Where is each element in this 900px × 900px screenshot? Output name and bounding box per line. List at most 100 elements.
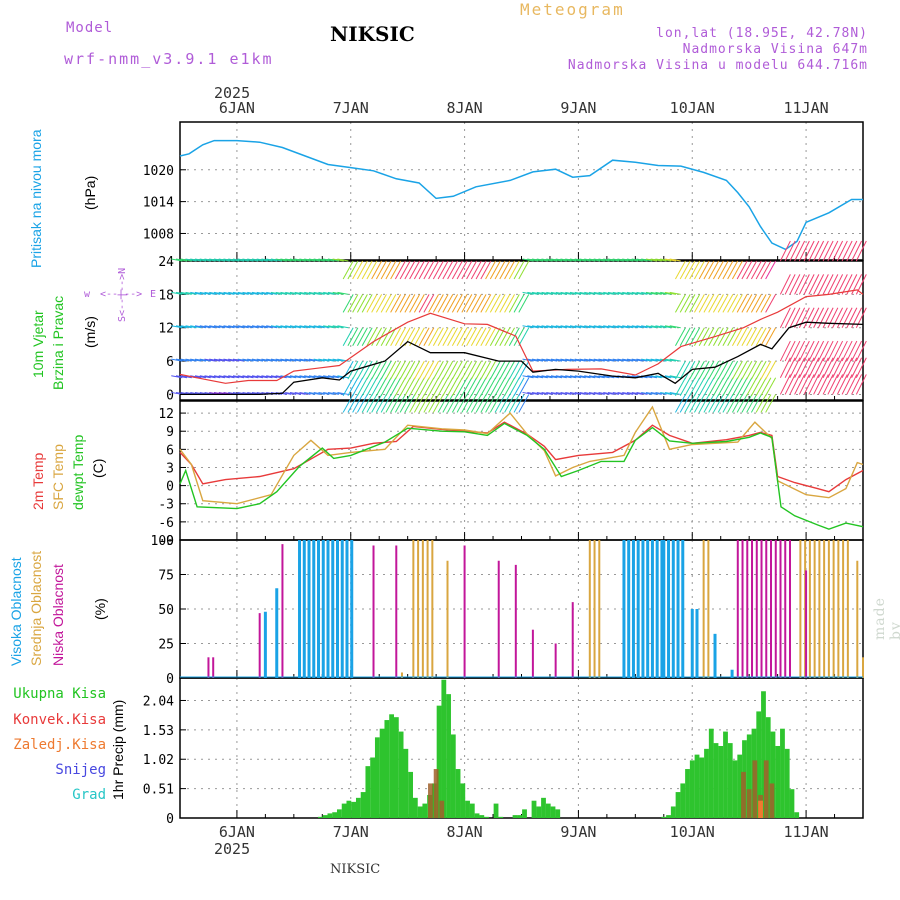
wind-barb (361, 377, 373, 397)
wind-barb (717, 360, 729, 380)
wind-barb (708, 260, 720, 280)
total-precip-bar (412, 797, 418, 818)
wind-barb (332, 358, 344, 362)
wind-barb (622, 291, 634, 295)
wind-barb (784, 274, 796, 295)
wind-barb (541, 358, 553, 362)
total-precip-bar (465, 800, 470, 818)
wind-barb (531, 358, 544, 362)
wind-barb (480, 394, 492, 413)
wind-barb (342, 394, 354, 413)
wind-barb (475, 327, 487, 346)
wind-barb (669, 391, 681, 395)
wind-barb (655, 258, 667, 262)
total-precip-bar (789, 789, 795, 818)
wind-barb (798, 307, 810, 328)
total-precip-bar (675, 792, 681, 818)
legend-frozen-rain: Zaledj.Kisa (13, 737, 106, 753)
wind-barb (437, 360, 449, 380)
wind-barb (432, 294, 444, 313)
wind-barb (451, 294, 463, 313)
wind-barb (289, 358, 302, 362)
wind-barb (817, 340, 829, 362)
wind-barb (760, 394, 772, 413)
wind-barb (418, 377, 430, 397)
wind-barb (603, 291, 615, 295)
wind-barb (746, 360, 758, 380)
wind-barb (171, 375, 183, 379)
wind-barb (626, 391, 639, 395)
wind-barb (655, 391, 667, 395)
wind-barb (689, 360, 701, 380)
legend-conv-rain: Konvek.Kisa (13, 712, 106, 728)
wind-barb (361, 394, 373, 413)
wind-barb (617, 358, 629, 362)
wind-barb (555, 375, 567, 379)
wind-barb (275, 291, 287, 295)
wind-barb (223, 325, 235, 329)
wind-barb (504, 377, 515, 397)
wind-barb (641, 258, 653, 262)
total-precip-bar (474, 813, 480, 818)
wind-barb (784, 307, 796, 328)
wind-barb (413, 394, 425, 413)
wind-barb (489, 360, 501, 380)
total-precip-bar (746, 734, 752, 818)
dewpt-line (179, 422, 864, 530)
wind-barb (565, 291, 577, 295)
wind-barb (755, 294, 767, 313)
wind-barb (603, 358, 615, 362)
total-precip-bar (469, 803, 475, 818)
wind-barb (664, 375, 677, 379)
wind-barb (480, 260, 492, 280)
wind-barb (385, 360, 397, 380)
wind-barb (827, 274, 839, 295)
wind-barb (569, 258, 582, 262)
wind-barb (584, 391, 596, 395)
wind-barb (789, 240, 801, 262)
wind-barb (675, 377, 686, 397)
wind-barb (485, 360, 497, 380)
wind-barb (437, 260, 449, 280)
wind-barb (356, 394, 368, 413)
wind-barb (846, 240, 858, 262)
wind-barb (352, 327, 364, 346)
wind-barb (175, 358, 188, 362)
wind-barb (327, 375, 340, 379)
wind-barb (413, 260, 425, 280)
wind-barb (698, 377, 710, 397)
wind-barb (617, 325, 629, 329)
wind-barb (679, 360, 691, 380)
wind-barb (475, 294, 487, 313)
wind-barb (180, 358, 192, 362)
wind-barb (285, 358, 297, 362)
x-day-label-bottom: 8JAN (447, 823, 483, 841)
wind-barb (760, 260, 772, 280)
wind-barb (332, 325, 344, 329)
wind-barb (171, 291, 183, 295)
wind-barb (409, 294, 421, 313)
wind-barb (494, 394, 506, 413)
wind-barb (803, 274, 815, 295)
wind-barb (612, 358, 624, 362)
wind-barb (679, 327, 691, 346)
wind-barb (232, 325, 245, 329)
wind-barb (380, 260, 392, 280)
wind-barb (832, 240, 844, 262)
wind-barb (451, 394, 463, 413)
wind-barb (789, 307, 801, 328)
wind-barb (794, 340, 806, 362)
wind-barb (765, 260, 777, 280)
wind-barb (308, 375, 321, 379)
wind-barb (822, 240, 834, 262)
wind-barb (522, 258, 534, 262)
wind-barb (755, 377, 767, 397)
wind-barb (550, 325, 563, 329)
wind-dir-w: w (84, 289, 91, 300)
wind-barb (703, 394, 715, 413)
wind-barb (418, 360, 430, 380)
total-precip-bar (775, 745, 781, 818)
y-tick-label: 0 (166, 480, 174, 495)
wind-barb (712, 294, 724, 313)
wind-barb (522, 391, 534, 395)
